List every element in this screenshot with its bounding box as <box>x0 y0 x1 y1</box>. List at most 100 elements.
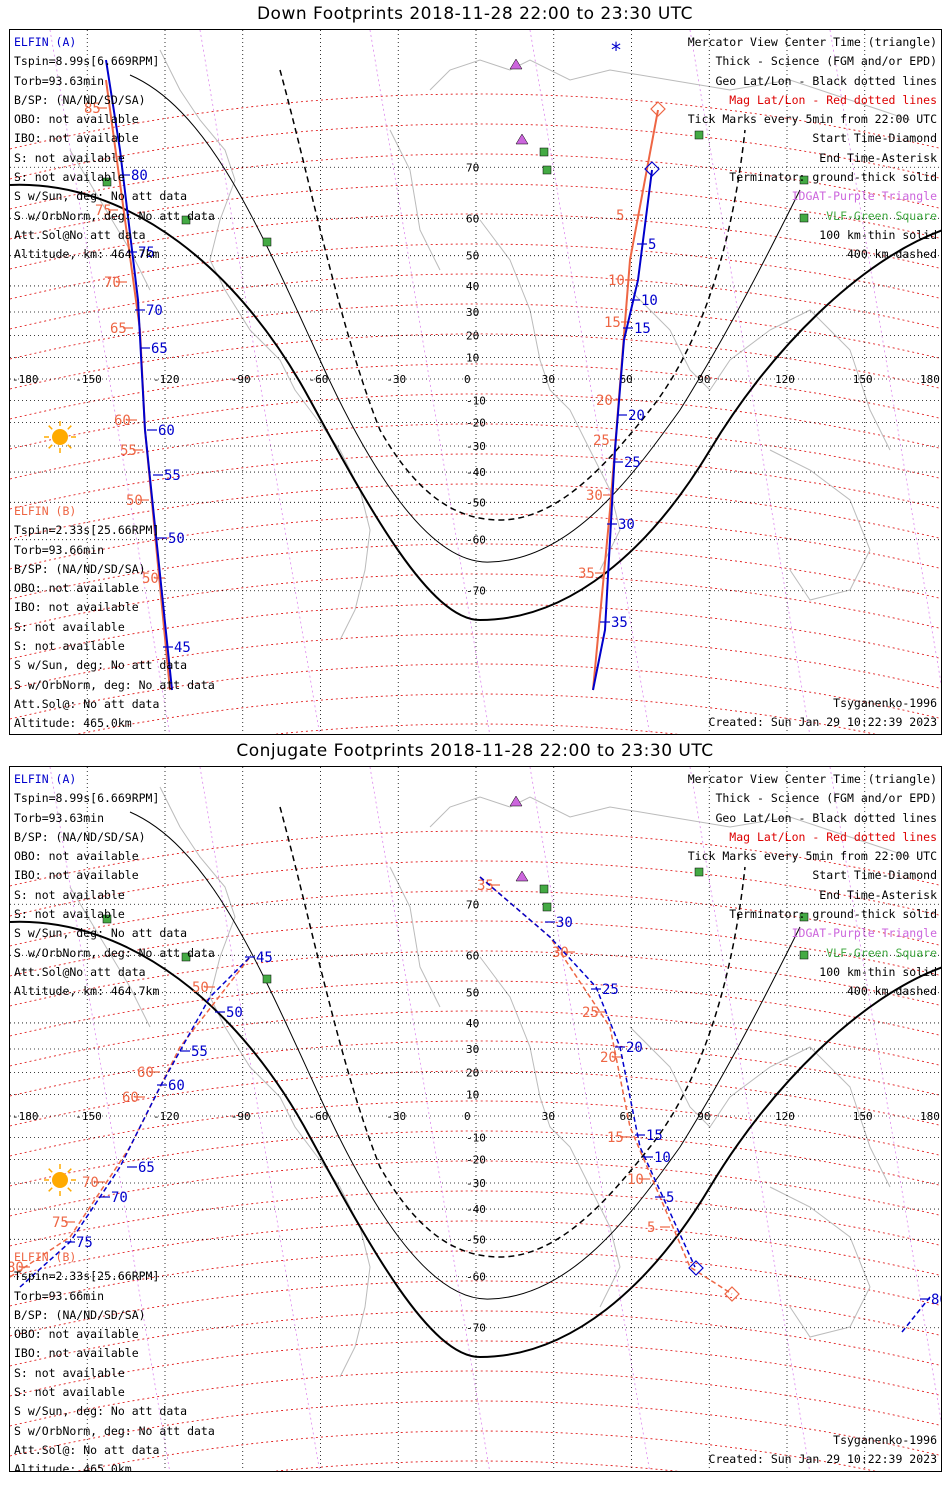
start-diamond <box>724 1286 740 1302</box>
conj-a-time-label: 80 <box>931 1292 942 1308</box>
lon-label: 0 <box>464 373 471 386</box>
lon-label: -30 <box>386 1110 406 1123</box>
mag-lat-line <box>10 303 941 360</box>
model-label: Tsyganenko-1996 <box>833 696 937 710</box>
info-line: S w/Sun, deg: No att data <box>14 658 188 673</box>
coastline <box>159 49 311 411</box>
terminator-400km <box>279 806 746 1258</box>
start-diamond <box>644 161 660 177</box>
lon-label: 30 <box>542 373 555 386</box>
conj-a-time-label: 65 <box>138 1160 155 1176</box>
lat-label: -70 <box>466 585 486 598</box>
down-b-time-label: 25 <box>593 433 610 449</box>
legend-item: Tick Marks every 5min from 22:00 UTC <box>687 849 937 864</box>
legend-item: Mercator View Center Time (triangle) <box>687 772 937 786</box>
lon-label: -180 <box>12 373 39 386</box>
sun-ray <box>48 1168 53 1173</box>
down-b-time-label: 55 <box>120 443 137 459</box>
coastline <box>69 149 151 291</box>
mag-lon-line <box>689 767 811 1471</box>
coastline <box>629 1026 891 1188</box>
down-a-time-label: 30 <box>618 517 635 533</box>
legend-item: Thick - Science (FGM and/or EPD) <box>715 791 937 806</box>
lat-label: 70 <box>466 161 479 174</box>
down-a-time-label: 45 <box>174 640 191 656</box>
lon-label: -180 <box>12 1110 39 1123</box>
down-b-time-label: 50 <box>142 571 159 587</box>
lon-label: 90 <box>697 373 710 386</box>
lat-label: 40 <box>466 1017 479 1030</box>
mag-lat-line <box>10 603 941 660</box>
lat-label: -40 <box>466 466 486 479</box>
info-line: Altitude, km: 464.7km <box>14 247 160 262</box>
conj-b-time-label: 30 <box>552 945 569 961</box>
sun-ray <box>67 444 72 449</box>
info-line: S: not available <box>14 1385 125 1400</box>
coastline <box>309 1146 371 1378</box>
conj-b-time-label: 80 <box>10 1260 24 1276</box>
coastline <box>429 796 911 858</box>
legend-item: Mag Lat/Lon - Red dotted lines <box>729 92 937 107</box>
down-b-time-label: 30 <box>586 488 603 504</box>
info-line: Tspin=8.99s[6.669RPM] <box>14 54 160 69</box>
conj-a-time-label: 60 <box>168 1078 185 1094</box>
conj-b-time-label: 75 <box>52 1215 69 1231</box>
info-line: OBO: not available <box>14 112 139 127</box>
coastline-layer <box>69 786 911 1378</box>
info-line: S w/Sun, deg: No att data <box>14 189 188 204</box>
lon-label: -60 <box>309 373 329 386</box>
conj-b-time-label: 20 <box>600 1050 617 1066</box>
mag-lat-line <box>10 183 941 240</box>
lon-label: 120 <box>775 373 795 386</box>
info-line: Torb=93.66min <box>14 1288 105 1303</box>
legend: Mercator View Center Time (triangle) Thic… <box>688 33 937 265</box>
down-b-time-label: 65 <box>110 321 127 337</box>
conj-a-time-label: 30 <box>556 915 573 931</box>
lon-label: 0 <box>464 1110 471 1123</box>
mag-lat-line <box>10 1160 941 1217</box>
info-line: Altitude: 465.0km <box>14 1462 132 1472</box>
info-line: S w/OrbNorm, deg: No att data <box>14 1423 215 1438</box>
down-a-time-label: 60 <box>158 423 175 439</box>
conj-a-time-label: 20 <box>626 1040 643 1056</box>
coastline <box>69 886 151 1028</box>
mag-lon-line <box>829 30 941 686</box>
info-line: S: not available <box>14 170 125 185</box>
start-diamond <box>688 1260 704 1276</box>
info-line: Altitude, km: 464.7km <box>14 984 160 999</box>
legend-item: VLF-Green Square <box>826 208 937 223</box>
mag-lat-line <box>10 860 941 917</box>
down-b-time-label: 75 <box>95 203 112 219</box>
down-a-path <box>105 59 173 691</box>
down-b-time-label: 85 <box>84 101 101 117</box>
info-line: Altitude: 465.0km <box>14 716 132 731</box>
lat-label: 10 <box>466 1089 479 1102</box>
mag-lat-line <box>10 1040 941 1097</box>
vlf-square <box>181 215 191 225</box>
conj-a-time-label: 45 <box>256 950 273 966</box>
down-a-time-label: 75 <box>138 245 155 261</box>
mag-lat-line <box>10 1220 941 1277</box>
sun-ray <box>67 425 72 430</box>
lat-label: -60 <box>466 1271 486 1284</box>
down-a-time-label: 35 <box>611 615 628 631</box>
info-line: S: not available <box>14 907 125 922</box>
created-label: Created: Sun Jan 29 10:22:39 2023 <box>708 1452 937 1466</box>
mag-lon-line <box>369 30 491 734</box>
info-line: S: not available <box>14 619 125 634</box>
info-line: Att.Sol@No att data <box>14 964 146 979</box>
lat-label: -10 <box>466 1131 486 1144</box>
map-canvas: -180 -150 -120 -90 -60 -30 0 30 60 90 120 150 180 70 6… <box>10 767 942 1471</box>
mag-lon-line <box>369 767 491 1471</box>
conj-a-path <box>19 956 251 1288</box>
info-line: S: not available <box>14 639 125 654</box>
coastline-layer <box>69 49 911 641</box>
panel1-title: Down Footprints 2018-11-28 22:00 to 23:3… <box>256 4 694 24</box>
lat-label: 50 <box>466 987 479 1000</box>
start-diamond <box>650 101 666 117</box>
conj-b-time-label: 60 <box>122 1090 139 1106</box>
mag-lon-line <box>199 30 321 734</box>
lon-label: 120 <box>775 1110 795 1123</box>
conj-b-time-label: 50 <box>192 980 209 996</box>
vlf-square <box>799 912 809 922</box>
